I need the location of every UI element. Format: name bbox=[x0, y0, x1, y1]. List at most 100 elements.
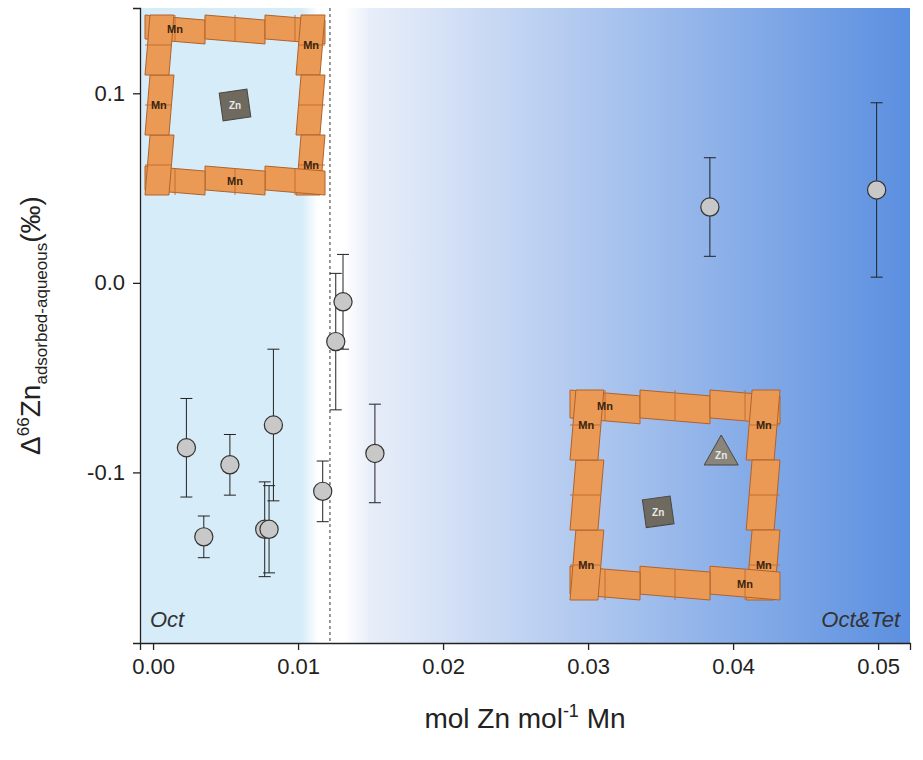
zn-octahedral bbox=[219, 89, 251, 121]
error-bar-cap bbox=[198, 516, 210, 517]
mn-octahedron bbox=[640, 566, 710, 600]
mn-label: Mn bbox=[737, 578, 753, 590]
octahedron-edge bbox=[749, 495, 780, 496]
mn-octahedron bbox=[145, 75, 174, 135]
y-tick-mark bbox=[133, 283, 140, 284]
error-bar-cap bbox=[180, 398, 192, 399]
y-tick-label: 0.0 bbox=[94, 270, 125, 295]
error-bar-cap bbox=[317, 461, 329, 462]
x-tick-label: 0.05 bbox=[857, 654, 900, 679]
octahedron-edge bbox=[175, 169, 176, 195]
y-tick-label: 0.1 bbox=[94, 81, 125, 106]
mn-label: Mn bbox=[578, 559, 594, 571]
error-bar-cap bbox=[224, 495, 236, 496]
mn-octahedron bbox=[205, 166, 265, 195]
error-bar-cap bbox=[267, 349, 279, 350]
error-bar-cap bbox=[704, 157, 716, 158]
octahedron-edge bbox=[605, 569, 606, 600]
error-bar-cap bbox=[871, 102, 883, 103]
x-tick-label: 0.00 bbox=[132, 654, 175, 679]
y-tick-label: -0.1 bbox=[87, 460, 125, 485]
octahedron-edge bbox=[145, 45, 171, 46]
x-tick: 0.00 bbox=[132, 643, 175, 679]
y-axis-title-part: Zn bbox=[15, 385, 46, 418]
octahedron-edge bbox=[299, 105, 325, 106]
x-tick-mark bbox=[153, 643, 154, 650]
mn-label: Mn bbox=[167, 23, 183, 35]
mn-octahedron bbox=[205, 15, 265, 44]
x-tick-mark bbox=[588, 643, 589, 650]
y-tick: -0.1 bbox=[87, 460, 140, 485]
error-bar-cap bbox=[267, 500, 279, 501]
x-tick-label: 0.04 bbox=[712, 654, 755, 679]
error-bar-cap bbox=[337, 254, 349, 255]
inset: MnMnMnMnMnMnZnZn bbox=[570, 390, 780, 600]
x-tick-mark bbox=[443, 643, 444, 650]
y-tick-mark bbox=[133, 472, 140, 473]
error-bar-cap bbox=[369, 404, 381, 405]
x-tick-mark bbox=[733, 643, 734, 650]
mn-octahedron bbox=[746, 460, 780, 530]
mn-octahedron bbox=[710, 566, 780, 600]
inset: MnMnMnMnMnZn bbox=[145, 15, 325, 195]
x-axis-line bbox=[141, 644, 911, 651]
octahedron-edge bbox=[295, 169, 296, 195]
point bbox=[260, 520, 278, 538]
error-bar-cap bbox=[704, 256, 716, 257]
point bbox=[701, 198, 719, 216]
point bbox=[195, 528, 213, 546]
error-bar-cap bbox=[263, 572, 275, 573]
point bbox=[334, 293, 352, 311]
octahedron-edge bbox=[295, 15, 296, 41]
mn-label: Mn bbox=[756, 559, 772, 571]
error-bar-cap bbox=[180, 497, 192, 498]
x-axis-title: mol Zn mol-1 Mn bbox=[424, 701, 625, 734]
x-tick: 0.02 bbox=[422, 643, 465, 679]
y-axis-title-sub: adsorbed-aqueous bbox=[32, 243, 51, 385]
y-tick: 0.0 bbox=[94, 270, 140, 295]
annotation: Oct bbox=[150, 607, 185, 632]
point bbox=[264, 416, 282, 434]
point bbox=[177, 439, 195, 457]
y-axis-title-part: (‰) bbox=[15, 196, 46, 243]
y-tick: 0.1 bbox=[94, 81, 140, 106]
x-tick-mark bbox=[878, 643, 879, 650]
mn-label: Mn bbox=[597, 400, 613, 412]
mn-octahedron bbox=[145, 135, 174, 195]
mn-label: Mn bbox=[303, 39, 319, 51]
y-tick-mark bbox=[133, 93, 140, 94]
mn-label: Mn bbox=[578, 419, 594, 431]
y-axis-title-sup: 66 bbox=[14, 417, 33, 436]
threshold-line bbox=[329, 8, 330, 643]
error-bar-cap bbox=[871, 277, 883, 278]
octahedron-edge bbox=[675, 569, 676, 600]
error-bar-cap bbox=[369, 502, 381, 503]
point bbox=[221, 456, 239, 474]
error-bar-cap bbox=[330, 273, 342, 274]
y-axis-title-part: Δ bbox=[15, 436, 46, 455]
point bbox=[868, 181, 886, 199]
x-axis-title-part: Mn bbox=[579, 703, 626, 734]
mn-octahedron bbox=[640, 390, 710, 424]
octahedron-edge bbox=[145, 165, 171, 166]
octahedron-edge bbox=[745, 390, 746, 421]
point bbox=[366, 444, 384, 462]
octahedron-edge bbox=[570, 495, 601, 496]
mn-octahedron bbox=[296, 15, 325, 75]
x-tick: 0.04 bbox=[712, 643, 755, 679]
mn-octahedron bbox=[746, 390, 780, 460]
x-tick-label: 0.03 bbox=[567, 654, 610, 679]
mn-octahedron bbox=[570, 530, 604, 600]
zn-octahedral bbox=[642, 496, 674, 528]
x-tick-mark bbox=[298, 643, 299, 650]
x-tick: 0.05 bbox=[857, 643, 900, 679]
x-axis-title-part: mol Zn mol bbox=[424, 703, 562, 734]
mn-octahedron bbox=[296, 75, 325, 135]
x-tick: 0.03 bbox=[567, 643, 610, 679]
zn-label: Zn bbox=[229, 100, 241, 111]
mn-label: Mn bbox=[756, 419, 772, 431]
chart: 0.000.010.020.030.040.05-0.10.00.1MnMnMn… bbox=[0, 0, 923, 760]
mn-label: Mn bbox=[151, 99, 167, 111]
point bbox=[327, 333, 345, 351]
x-axis: 0.000.010.020.030.040.05 bbox=[132, 643, 910, 679]
